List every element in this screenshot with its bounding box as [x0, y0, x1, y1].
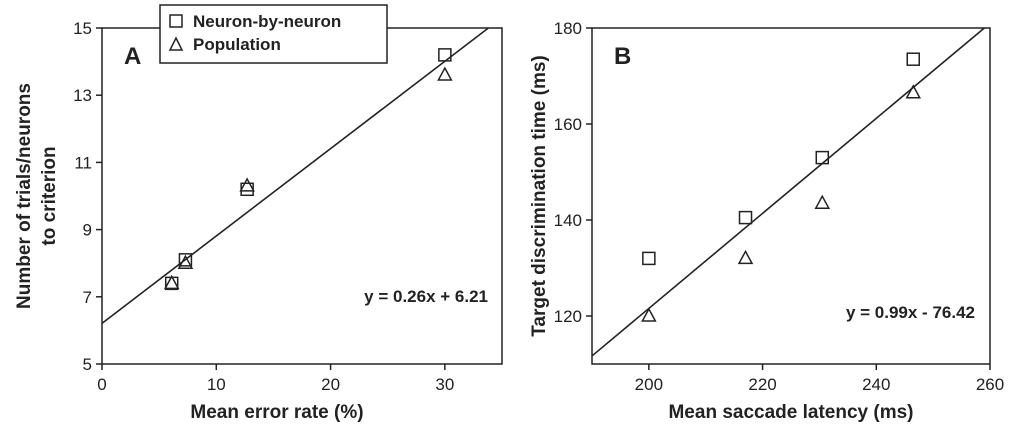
panel-b-y-axis-title: Target discrimination time (ms) — [529, 55, 550, 337]
legend-box — [159, 4, 388, 64]
panel-a-triangle-point — [177, 254, 194, 269]
panel-b-triangle-point — [641, 307, 657, 322]
panel-a-marks — [163, 48, 453, 291]
panel-a-fit-line — [101, 27, 489, 324]
panel-a-square-point — [178, 253, 193, 267]
legend-label-population: Population — [193, 35, 281, 54]
panel-a-y-tick-label: 13 — [73, 86, 92, 105]
panel-b-x-tick-label: 220 — [748, 375, 776, 394]
panel-a-triangle-point — [239, 177, 255, 192]
legend-label-neuron-by-neuron: Neuron-by-neuron — [193, 12, 341, 31]
panel-b-x-tick-label: 200 — [635, 375, 663, 394]
panel-a-y-tick-label: 11 — [74, 153, 92, 172]
panel-a: 0 10 20 30 5 7 9 11 13 15 A y = 0.26x + 6.21 Mean… — [14, 19, 503, 423]
panel-b-triangle-point — [814, 194, 831, 209]
panel-a-y-axis-title-line2: to criterion — [39, 146, 60, 245]
panel-b-y-tick-label: 120 — [554, 307, 582, 326]
panel-b-square-point — [738, 210, 753, 225]
panel-b-y-tick-label: 180 — [554, 19, 582, 38]
panel-b-triangle-point — [905, 84, 922, 99]
panel-b-triangle-point — [737, 249, 754, 265]
panel-a-triangle-point — [163, 274, 180, 290]
panel-a-square-point — [240, 182, 254, 197]
panel-a-y-tick-label: 15 — [73, 19, 92, 38]
panel-b-square-point — [906, 52, 920, 66]
legend-square-marker — [169, 14, 183, 28]
panel-b-fit-line — [591, 27, 985, 357]
legend: Neuron-by-neuron Population — [159, 4, 388, 64]
panel-a-y-axis-title-line1: Number of trials/neurons — [14, 83, 35, 309]
panel-b-y-tick-label: 160 — [554, 115, 582, 134]
panel-b-letter: B — [614, 43, 631, 70]
panel-b-fit-line-group — [591, 27, 985, 357]
panel-b-y-tick-label: 140 — [554, 211, 582, 230]
panel-a-x-tick-label: 10 — [207, 375, 226, 394]
panel-a-triangle-point — [437, 66, 453, 81]
panel-a-ticks: 0 10 20 30 5 7 9 11 13 15 — [73, 19, 454, 394]
panel-a-x-tick-label: 30 — [435, 375, 454, 394]
panel-b-plot-frame — [591, 27, 991, 365]
panel-b-x-tick-label: 240 — [862, 375, 890, 394]
panel-b-square-point — [642, 251, 656, 266]
panel-a-square-point — [438, 48, 452, 62]
legend-triangle-marker — [168, 36, 184, 51]
panel-b: 200 220 240 260 120 140 160 180 B y = 0.99x - 7… — [529, 19, 1004, 423]
panel-a-x-tick-label: 0 — [97, 375, 106, 394]
panel-b-x-axis-title: Mean saccade latency (ms) — [668, 402, 913, 423]
panel-b-ticks: 200 220 240 260 120 140 160 180 — [554, 19, 1005, 394]
panel-b-marks — [641, 52, 922, 322]
panel-b-fit-equation: y = 0.99x - 76.42 — [846, 303, 975, 322]
panel-a-x-axis-title: Mean error rate (%) — [190, 402, 363, 423]
panel-a-fit-equation: y = 0.26x + 6.21 — [364, 287, 488, 306]
panel-a-y-tick-label: 5 — [83, 355, 92, 374]
panel-a-fit-line-group — [101, 27, 489, 324]
panel-a-x-tick-label: 20 — [321, 375, 340, 394]
panel-b-x-tick-label: 260 — [976, 375, 1004, 394]
panel-a-plot-frame — [101, 27, 503, 365]
panel-a-letter: A — [124, 43, 141, 70]
panel-b-square-point — [815, 150, 830, 165]
panel-a-y-tick-label: 9 — [83, 221, 92, 240]
panel-a-y-tick-label: 7 — [83, 288, 92, 307]
